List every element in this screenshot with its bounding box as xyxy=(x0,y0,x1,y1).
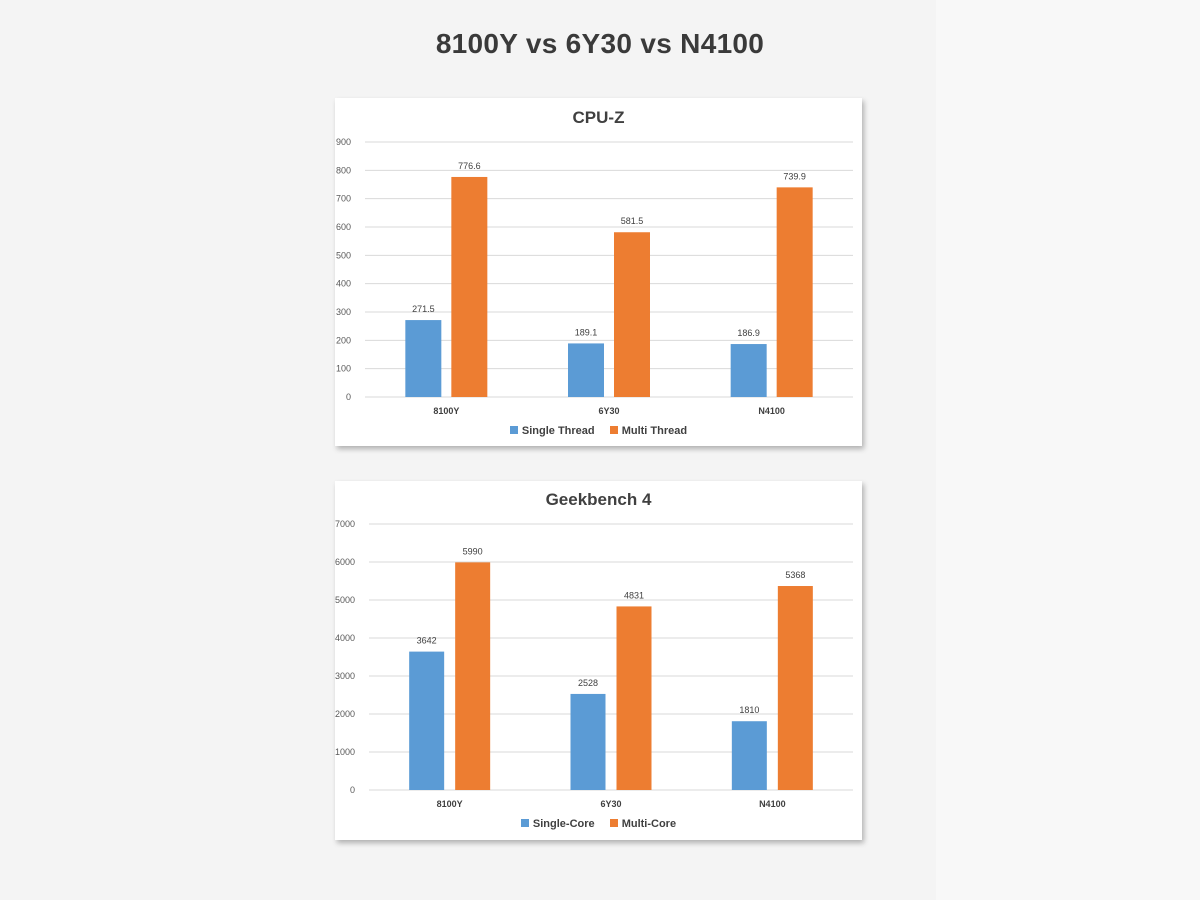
legend-swatch-single xyxy=(520,819,529,827)
data-label: 1810 xyxy=(739,705,759,715)
data-label: 776.6 xyxy=(458,161,481,171)
data-label: 2528 xyxy=(578,678,598,688)
legend-geekbench: Single-Core Multi-Core xyxy=(335,818,862,830)
x-tick-label: N4100 xyxy=(759,799,786,809)
y-tick-label: 800 xyxy=(336,165,351,175)
chart-title-cpuz: CPU-Z xyxy=(572,108,625,127)
legend-item-single-core: Single-Core xyxy=(520,818,595,830)
bar-8100y-multi xyxy=(455,562,491,790)
legend-swatch-multi xyxy=(609,819,618,827)
y-tick-label: 7000 xyxy=(335,519,355,529)
y-tick-label: 1000 xyxy=(335,747,355,757)
x-tick-label: 8100Y xyxy=(437,799,463,809)
y-tick-label: 0 xyxy=(350,785,355,795)
y-tick-label: 2000 xyxy=(335,709,355,719)
bar-6y30-multi xyxy=(614,232,650,397)
data-label: 5990 xyxy=(463,546,483,556)
y-tick-label: 300 xyxy=(336,307,351,317)
bar-6y30-multi xyxy=(616,606,652,790)
page-title: 8100Y vs 6Y30 vs N4100 xyxy=(435,28,765,59)
x-tick-label: 6Y30 xyxy=(600,799,621,809)
y-tick-label: 0 xyxy=(346,392,351,402)
data-label: 4831 xyxy=(624,590,644,600)
data-label: 5368 xyxy=(785,570,805,580)
chart-title-geekbench: Geekbench 4 xyxy=(545,490,652,509)
y-tick-label: 100 xyxy=(336,364,351,374)
legend-item-single-thread: Single Thread xyxy=(509,425,595,437)
bar-8100y-multi xyxy=(451,176,488,397)
data-label: 739.9 xyxy=(783,171,806,181)
bar-6y30-single xyxy=(568,343,604,397)
background-strip xyxy=(936,0,1200,900)
legend-item-multi-thread: Multi Thread xyxy=(609,425,688,437)
legend-swatch-multi xyxy=(609,426,618,434)
data-label: 186.9 xyxy=(737,328,760,338)
bar-n4100-single xyxy=(731,721,767,790)
x-tick-label: 8100Y xyxy=(433,406,459,416)
chart-plot-geekbench: 0 1000 2000 3000 4000 5000 6000 7000 3642 5990 810… xyxy=(335,519,853,809)
y-tick-label: 200 xyxy=(336,335,351,345)
y-tick-label: 5000 xyxy=(335,595,355,605)
y-tick-label: 600 xyxy=(336,222,351,232)
y-tick-label: 700 xyxy=(336,194,351,204)
data-label: 271.5 xyxy=(412,304,435,314)
y-tick-label: 500 xyxy=(336,250,351,260)
chart-geekbench: Geekbench 4 0 1000 2000 3000 4000 5000 6000 700… xyxy=(335,481,862,840)
y-tick-label: 3000 xyxy=(335,671,355,681)
bar-n4100-single xyxy=(730,344,767,397)
chart-cpuz: CPU-Z 0 100 200 300 400 500 600 700 800 900 271.5 7… xyxy=(335,98,862,446)
y-tick-label: 4000 xyxy=(335,633,355,643)
legend-label-single-thread: Single Thread xyxy=(521,425,595,437)
x-tick-label: 6Y30 xyxy=(598,406,619,416)
chart-plot-cpuz: 0 100 200 300 400 500 600 700 800 900 271.5 776.6 81… xyxy=(336,137,853,416)
y-tick-label: 6000 xyxy=(335,557,355,567)
bar-n4100-multi xyxy=(777,586,813,790)
bar-8100y-single xyxy=(409,651,445,790)
legend-swatch-single xyxy=(509,426,518,434)
data-label: 581.5 xyxy=(621,216,644,226)
legend-cpuz: Single Thread Multi Thread xyxy=(335,425,862,437)
legend-label-multi-core: Multi-Core xyxy=(621,818,677,830)
data-label: 189.1 xyxy=(575,327,598,337)
bar-8100y-single xyxy=(405,320,442,397)
data-label: 3642 xyxy=(417,636,437,646)
bar-n4100-multi xyxy=(776,187,813,397)
legend-label-multi-thread: Multi Thread xyxy=(621,425,688,437)
y-tick-label: 400 xyxy=(336,279,351,289)
y-tick-label: 900 xyxy=(336,137,351,147)
legend-item-multi-core: Multi-Core xyxy=(609,818,677,830)
x-tick-label: N4100 xyxy=(758,406,785,416)
bar-6y30-single xyxy=(570,693,606,790)
legend-label-single-core: Single-Core xyxy=(532,818,595,830)
